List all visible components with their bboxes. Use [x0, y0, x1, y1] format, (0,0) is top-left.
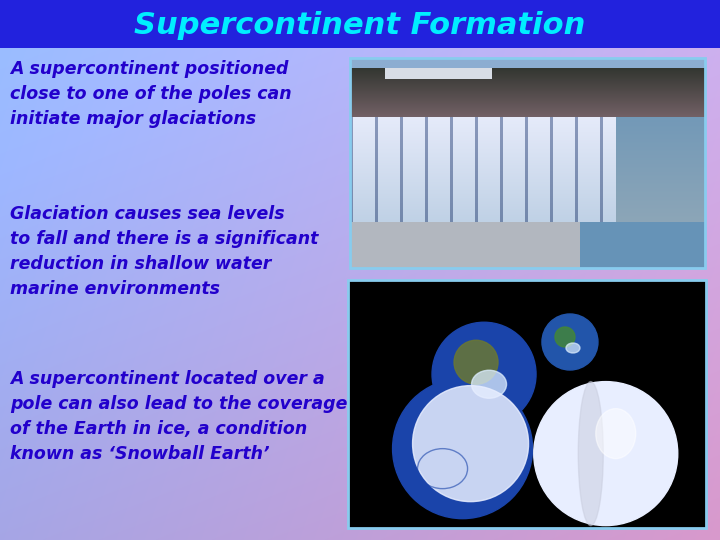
- Circle shape: [555, 327, 575, 347]
- Text: Supercontinent Formation: Supercontinent Formation: [135, 10, 585, 39]
- Ellipse shape: [566, 343, 580, 353]
- Ellipse shape: [595, 409, 636, 458]
- FancyBboxPatch shape: [0, 0, 720, 48]
- Text: A supercontinent located over a
pole can also lead to the coverage
of the Earth : A supercontinent located over a pole can…: [10, 370, 347, 463]
- Circle shape: [454, 340, 498, 384]
- Text: Glaciation causes sea levels
to fall and there is a significant
reduction in sha: Glaciation causes sea levels to fall and…: [10, 205, 318, 298]
- Circle shape: [432, 322, 536, 426]
- Circle shape: [542, 314, 598, 370]
- Ellipse shape: [472, 370, 507, 398]
- Circle shape: [392, 379, 533, 518]
- Circle shape: [413, 386, 528, 502]
- Text: A supercontinent positioned
close to one of the poles can
initiate major glaciat: A supercontinent positioned close to one…: [10, 60, 292, 128]
- Circle shape: [534, 382, 678, 525]
- Ellipse shape: [578, 382, 603, 525]
